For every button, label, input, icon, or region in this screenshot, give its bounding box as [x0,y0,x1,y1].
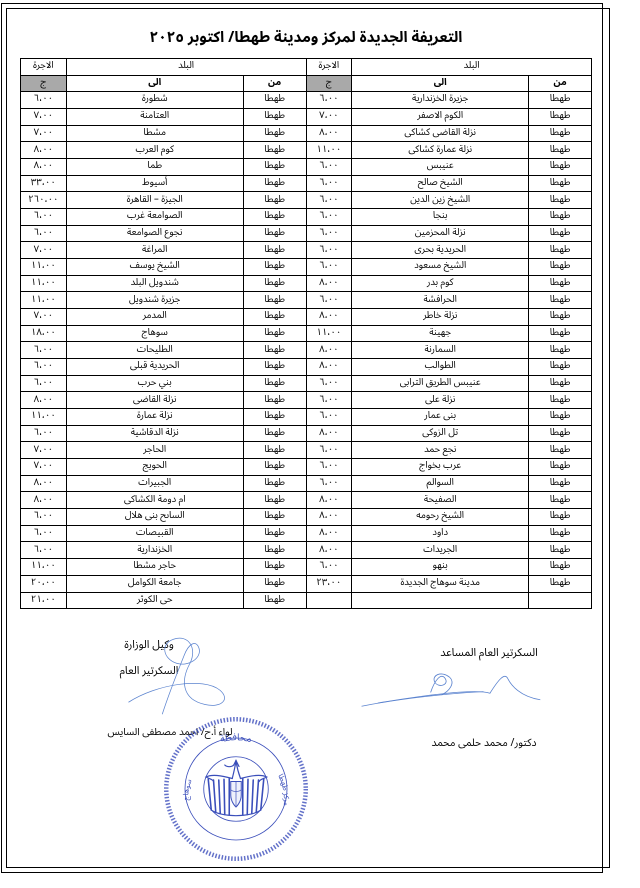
svg-text:سوهاج: سوهاج [178,777,197,801]
svg-text:محافظة: محافظة [218,728,254,750]
svg-text:مركز طهطا: مركز طهطا [273,771,294,807]
